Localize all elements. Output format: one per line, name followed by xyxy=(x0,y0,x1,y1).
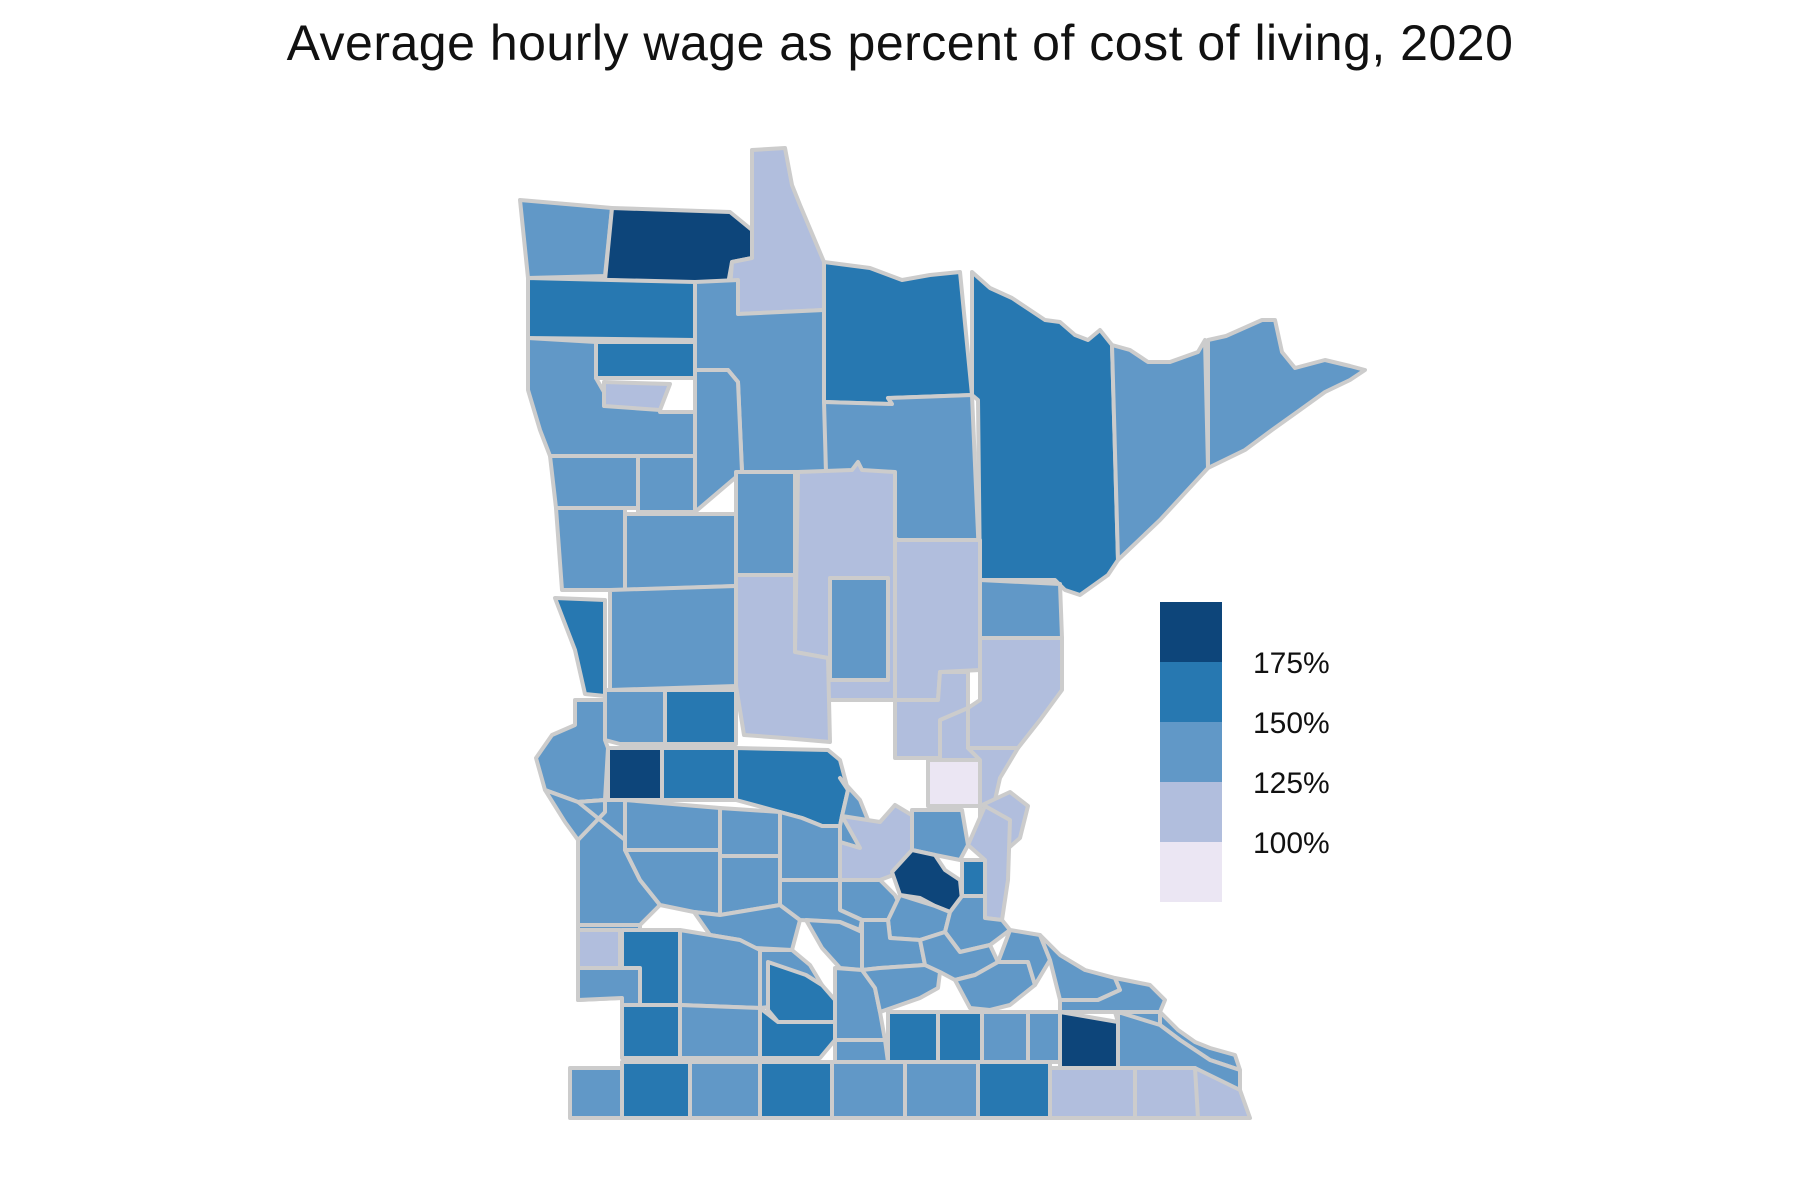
county[interactable] xyxy=(553,596,607,698)
county-layer xyxy=(518,146,1367,1120)
county[interactable] xyxy=(1193,1066,1252,1120)
county[interactable] xyxy=(1048,1066,1137,1120)
county[interactable] xyxy=(1058,1010,1120,1070)
legend-label: 125% xyxy=(1253,767,1330,800)
county[interactable] xyxy=(980,1010,1030,1064)
county[interactable] xyxy=(1038,933,1122,1002)
county[interactable] xyxy=(886,1010,942,1064)
county[interactable] xyxy=(926,758,982,808)
county[interactable] xyxy=(554,506,627,592)
map-title: Average hourly wage as percent of cost o… xyxy=(286,15,1514,71)
county[interactable] xyxy=(548,454,640,510)
county[interactable] xyxy=(1058,976,1167,1014)
county[interactable] xyxy=(976,1060,1052,1120)
county[interactable] xyxy=(978,578,1064,640)
county[interactable] xyxy=(602,380,672,412)
county[interactable] xyxy=(660,746,738,802)
county[interactable] xyxy=(620,1003,682,1060)
legend-label: 100% xyxy=(1253,827,1330,860)
county[interactable] xyxy=(526,276,697,342)
county[interactable] xyxy=(608,584,738,692)
county[interactable] xyxy=(1133,1066,1202,1120)
county[interactable] xyxy=(828,576,890,682)
county[interactable] xyxy=(822,260,974,406)
county[interactable] xyxy=(688,1060,762,1120)
county[interactable] xyxy=(534,698,610,804)
legend-swatch-150-175 xyxy=(1160,662,1222,722)
county[interactable] xyxy=(518,198,614,280)
county[interactable] xyxy=(734,573,832,744)
county[interactable] xyxy=(960,858,987,898)
county[interactable] xyxy=(636,454,697,514)
county[interactable] xyxy=(833,1038,890,1064)
county[interactable] xyxy=(623,798,722,852)
county[interactable] xyxy=(678,1003,762,1060)
county[interactable] xyxy=(620,1060,692,1120)
county[interactable] xyxy=(804,918,864,972)
county[interactable] xyxy=(970,270,1120,597)
county[interactable] xyxy=(718,806,782,858)
county[interactable] xyxy=(758,1060,834,1120)
county[interactable] xyxy=(1206,318,1367,470)
legend-swatch-100-125 xyxy=(1160,782,1222,842)
legend-swatch-125-150 xyxy=(1160,722,1222,782)
legend-label: 150% xyxy=(1253,707,1330,740)
county[interactable] xyxy=(663,688,738,746)
county[interactable] xyxy=(1026,1010,1062,1064)
county[interactable] xyxy=(568,1066,624,1120)
county[interactable] xyxy=(903,1060,980,1120)
county[interactable] xyxy=(830,1060,907,1120)
county[interactable] xyxy=(576,966,642,1007)
county[interactable] xyxy=(623,512,738,592)
legend-label: 175% xyxy=(1253,647,1330,680)
county[interactable] xyxy=(594,340,697,380)
county[interactable] xyxy=(606,746,664,802)
county[interactable] xyxy=(860,963,942,1014)
legend-swatch-lt100 xyxy=(1160,842,1222,902)
county[interactable] xyxy=(966,636,1064,750)
county[interactable] xyxy=(603,688,667,746)
county[interactable] xyxy=(1110,338,1210,562)
legend-swatch-gt175 xyxy=(1160,602,1222,662)
county[interactable] xyxy=(734,470,797,577)
